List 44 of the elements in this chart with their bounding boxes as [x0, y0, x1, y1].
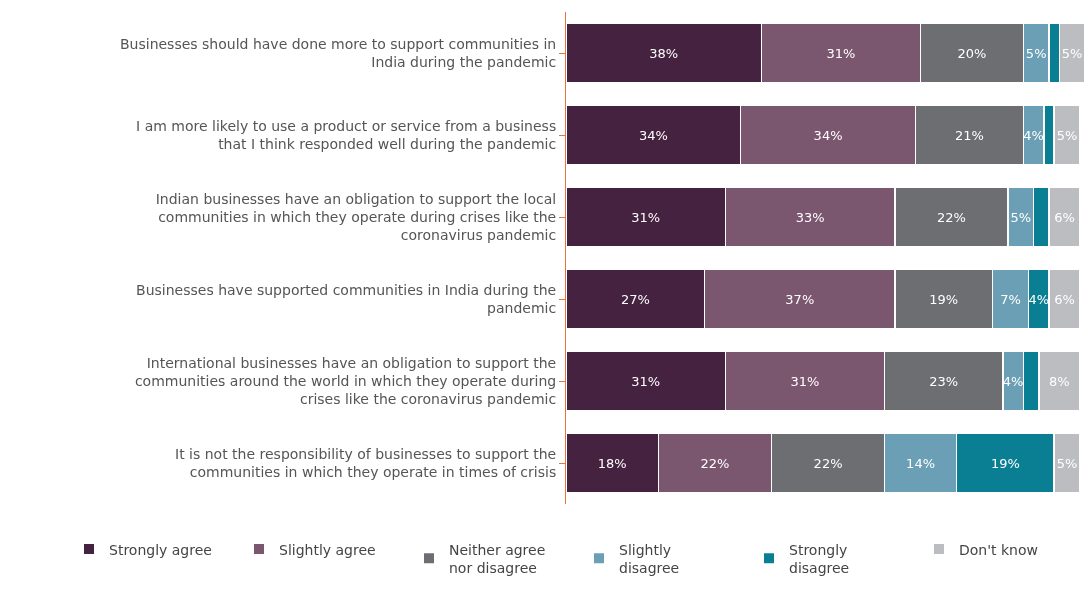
- data-label: 5%: [1056, 127, 1078, 143]
- data-label: 27%: [620, 291, 650, 307]
- data-label: 31%: [790, 373, 820, 389]
- data-label: 31%: [631, 209, 661, 225]
- y-tick-label: I am more likely to use a product or service from a business that I think responded well during the pandemic: [136, 117, 557, 152]
- data-label: 5%: [1010, 209, 1032, 225]
- data-label: 8%: [1048, 373, 1070, 389]
- data-label: 18%: [597, 455, 627, 471]
- data-label: 5%: [1025, 45, 1047, 61]
- data-label: 37%: [785, 291, 815, 307]
- legend-label: Slightly disagree: [619, 541, 680, 576]
- y-tick-label: Indian businesses have an obligation to support the local communities in which they operate during crises like the coronavirus pandemic: [155, 190, 557, 244]
- data-label: 14%: [906, 455, 936, 471]
- y-tick-label: Businesses have supported communities in India during the pandemic: [136, 281, 557, 316]
- data-label: 21%: [954, 127, 984, 143]
- data-label: 6%: [1054, 291, 1075, 307]
- y-tick-label: Businesses should have done more to support communities in India during the pandemic: [119, 35, 557, 70]
- data-label: 4%: [1023, 127, 1044, 143]
- data-label: 31%: [826, 45, 856, 61]
- legend-label: Strongly disagree: [789, 541, 850, 576]
- data-label: 33%: [795, 209, 825, 225]
- y-tick-label: International businesses have an obligation to support the communities around the world in which they operate during crises like the coronavirus pandemic: [134, 354, 557, 408]
- data-label: 38%: [649, 45, 679, 61]
- legend-label: Strongly agree: [109, 541, 212, 558]
- data-label: 22%: [936, 209, 966, 225]
- data-label: 4%: [1002, 373, 1024, 389]
- data-label: 34%: [813, 127, 843, 143]
- legend-label: Don't know: [959, 541, 1039, 558]
- data-label: 23%: [929, 373, 959, 389]
- data-label: 19%: [990, 455, 1020, 471]
- data-label: 6%: [1054, 209, 1075, 225]
- data-label: 19%: [929, 291, 959, 307]
- data-label: 4%: [1028, 291, 1050, 307]
- data-label: 5%: [1061, 45, 1083, 61]
- legend-label: Slightly agree: [279, 541, 376, 558]
- data-label: 7%: [1000, 291, 1021, 307]
- data-label: 5%: [1056, 455, 1078, 471]
- data-label: 22%: [813, 455, 843, 471]
- y-tick-label: It is not the responsibility of businesses to support the communities in which they operate in times of crisis: [175, 445, 557, 480]
- data-label: 20%: [957, 45, 987, 61]
- data-label: 34%: [638, 127, 668, 143]
- data-label: 22%: [700, 455, 730, 471]
- legend-label: Neither agree nor disagree: [449, 541, 546, 576]
- data-label: 31%: [631, 373, 661, 389]
